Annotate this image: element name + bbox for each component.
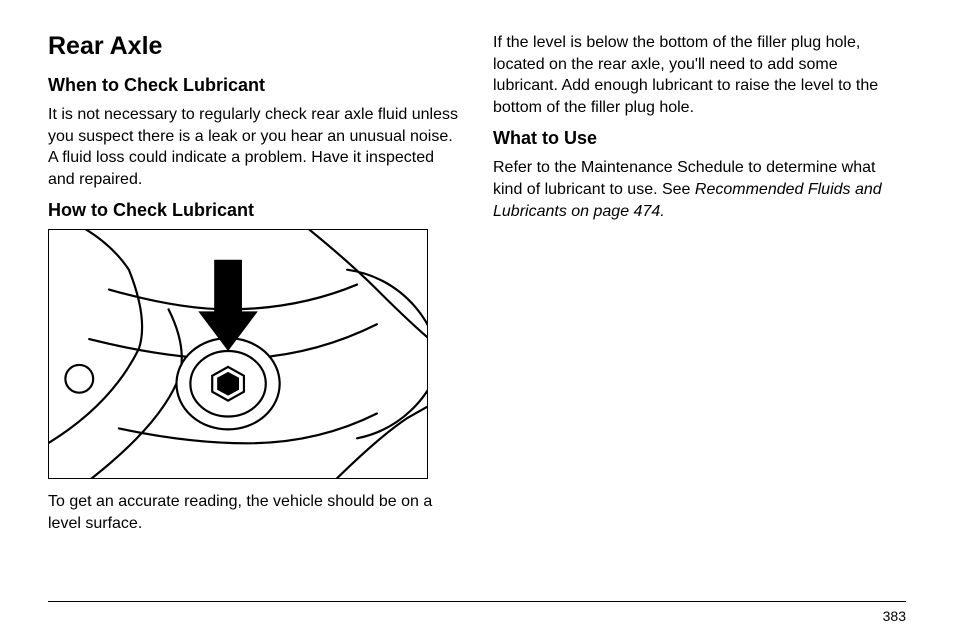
paragraph-what-to-use: Refer to the Maintenance Schedule to det… <box>493 157 906 222</box>
paragraph-when-to-check: It is not necessary to regularly check r… <box>48 104 461 190</box>
rear-axle-diagram-svg <box>49 230 427 478</box>
arrow-icon <box>198 260 258 351</box>
heading-when-to-check: When to Check Lubricant <box>48 75 461 96</box>
right-column: If the level is below the bottom of the … <box>493 32 906 545</box>
heading-what-to-use: What to Use <box>493 128 906 149</box>
page-number: 383 <box>883 608 906 624</box>
left-column: Rear Axle When to Check Lubricant It is … <box>48 32 461 545</box>
page-title: Rear Axle <box>48 32 461 61</box>
figure-caption: To get an accurate reading, the vehicle … <box>48 491 461 534</box>
heading-how-to-check: How to Check Lubricant <box>48 200 461 221</box>
figure-rear-axle-plug <box>48 229 428 479</box>
paragraph-level: If the level is below the bottom of the … <box>493 32 906 118</box>
footer-rule <box>48 601 906 602</box>
